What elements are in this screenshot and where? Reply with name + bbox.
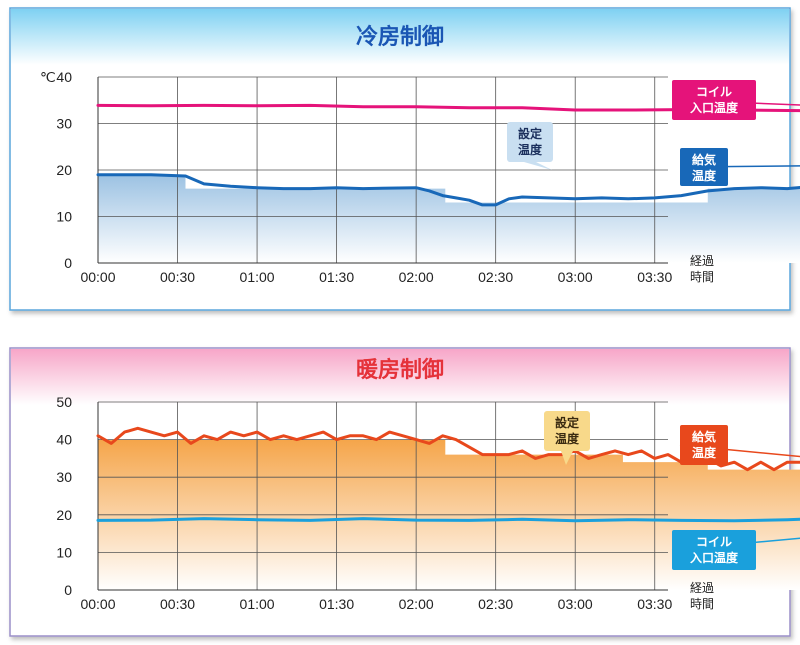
cooling-y-tick-label: 20 [56, 162, 72, 178]
heating-chart-title: 暖房制御 [356, 357, 444, 383]
cooling-x-tick-label: 00:30 [160, 269, 195, 285]
heating-y-tick-label: 10 [56, 544, 72, 560]
cooling-x-tick-label: 02:30 [478, 269, 513, 285]
cooling-series-leader-1 [679, 165, 800, 168]
cooling-setpoint-callout [507, 122, 553, 162]
cooling-x-tick-label: 02:00 [399, 269, 434, 285]
heating-setpoint-label: 温度 [555, 431, 580, 446]
heating-x-tick-label: 01:00 [240, 596, 275, 612]
cooling-series-label-1: 給気 [692, 152, 716, 167]
cooling-y-tick-label: 40 [56, 69, 72, 85]
heating-y-tick-label: 40 [56, 432, 72, 448]
heating-y-tick-label: 50 [56, 394, 72, 410]
cooling-x-tick-label: 01:00 [240, 269, 275, 285]
heating-series-label-box-1 [672, 530, 756, 570]
heating-x-tick-label: 00:00 [80, 596, 115, 612]
cooling-series-label-box-1 [680, 148, 728, 186]
heating-series-label-1: コイル [696, 535, 732, 549]
heating-x-tick-label: 02:00 [399, 596, 434, 612]
cooling-setpoint-callout-pointer [524, 162, 552, 170]
heating-y-tick-label: 0 [64, 582, 72, 598]
heating-x-tick-label: 03:30 [637, 596, 672, 612]
heating-series-label-0: 給気 [692, 429, 716, 444]
cooling-series-line-0 [96, 103, 800, 113]
cooling-series-label-1: 温度 [692, 168, 717, 183]
heating-x-tick-label: 03:00 [558, 596, 593, 612]
cooling-series-label-0: コイル [696, 85, 732, 99]
heating-chart-panel: 暖房制御 0 10 20 30 40 50 00:00 00:30 01:00 01:30 02:00… [0, 340, 800, 645]
cooling-x-tick-label: 00:00 [80, 269, 115, 285]
heating-setpoint-label: 設定 [555, 415, 579, 430]
heating-chart: 暖房制御 0 10 20 30 40 50 00:00 00:30 01:00 01:30 02:00… [9, 347, 800, 637]
heating-x-tick-label: 01:30 [319, 596, 354, 612]
heating-setpoint-callout [544, 411, 590, 451]
cooling-unit-label: ℃ [40, 69, 56, 85]
heating-y-tick-label: 20 [56, 507, 72, 523]
heating-series-line-1 [96, 517, 800, 523]
cooling-series-line-1 [96, 173, 800, 207]
heating-x-tick-label: 00:30 [160, 596, 195, 612]
heating-series-label-0: 温度 [692, 445, 717, 460]
cooling-panel-header [11, 9, 789, 65]
heating-y-tick-label: 30 [56, 469, 72, 485]
cooling-chart-panel: 冷房制御 0 10 20 30 40 00:00 00:30 01:00 01:30 02:00 02… [0, 0, 800, 318]
heating-series-line-0 [96, 426, 800, 472]
cooling-x-axis-label: 経過 [690, 254, 714, 268]
cooling-x-tick-label: 03:30 [637, 269, 672, 285]
cooling-y-tick-label: 0 [64, 255, 72, 271]
cooling-x-axis-label: 時間 [690, 270, 714, 284]
cooling-y-tick-label: 30 [56, 116, 72, 132]
cooling-setpoint-label: 温度 [518, 142, 543, 157]
cooling-x-tick-label: 01:30 [319, 269, 354, 285]
cooling-series-label-box-0 [672, 80, 756, 120]
cooling-chart-title: 冷房制御 [356, 24, 444, 50]
heating-series-label-1: 入口温度 [690, 550, 739, 565]
cooling-y-tick-label: 10 [56, 209, 72, 225]
heating-series-leader-0 [679, 444, 800, 458]
heating-x-axis-label: 経過 [690, 581, 714, 595]
cooling-chart: 冷房制御 0 10 20 30 40 00:00 00:30 01:00 01:30 02:00 02… [9, 7, 800, 311]
cooling-series-label-0: 入口温度 [690, 100, 739, 115]
heating-panel-header [11, 349, 789, 405]
heating-x-tick-label: 02:30 [478, 596, 513, 612]
cooling-x-tick-label: 03:00 [558, 269, 593, 285]
heating-setpoint-callout-pointer [561, 451, 573, 465]
heating-series-label-box-0 [680, 425, 728, 465]
cooling-setpoint-area [98, 174, 800, 263]
cooling-setpoint-label: 設定 [518, 126, 542, 141]
heating-x-axis-label: 時間 [690, 597, 714, 611]
